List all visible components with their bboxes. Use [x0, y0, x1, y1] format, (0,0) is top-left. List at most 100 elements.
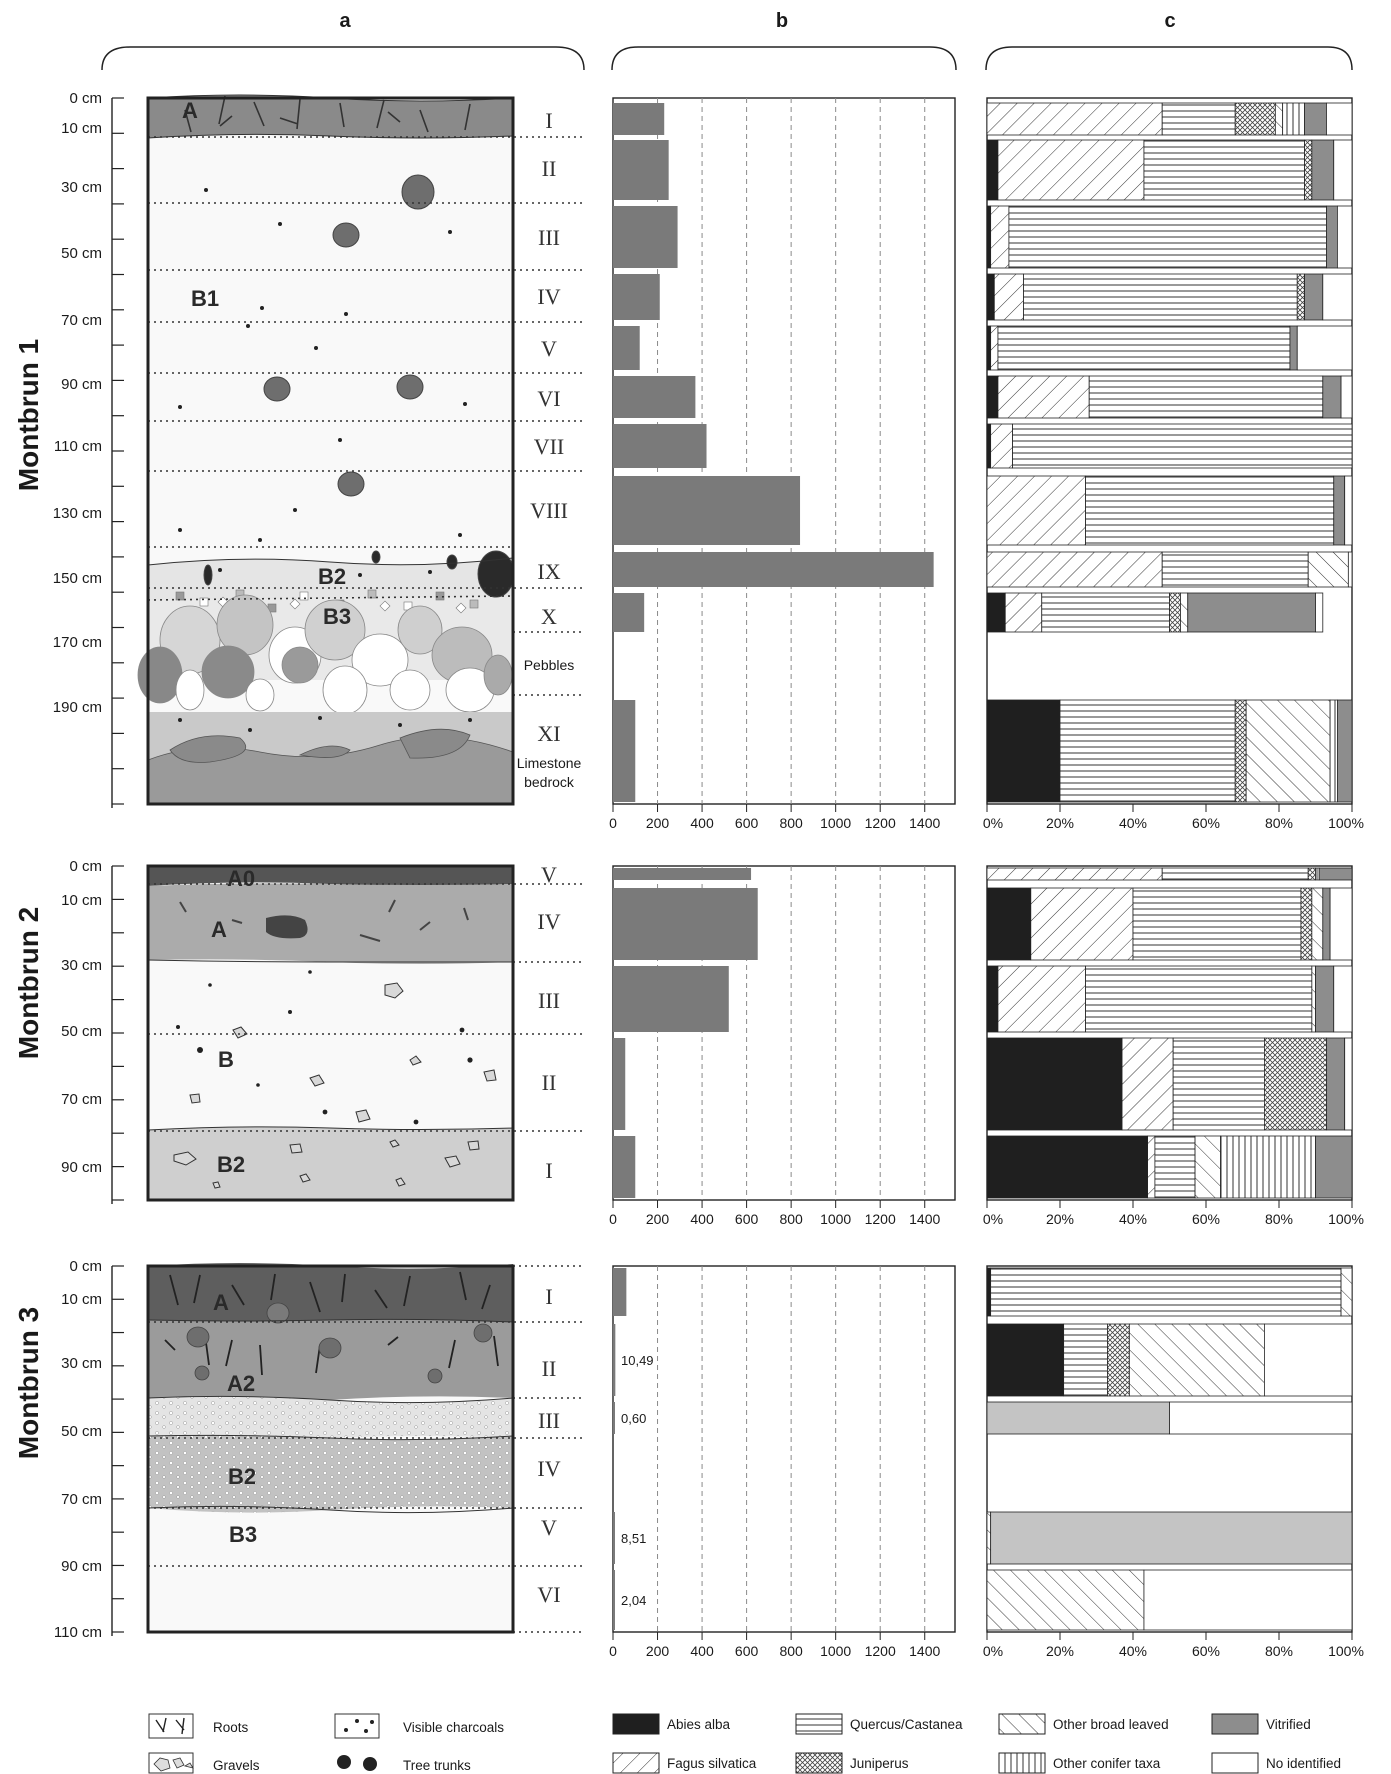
- tick-label: 1400: [909, 1211, 940, 1227]
- count-bar: [613, 274, 660, 320]
- level-label: II: [542, 1070, 557, 1095]
- depth-label: 70 cm: [61, 1491, 102, 1508]
- tick-label: 1000: [820, 815, 851, 831]
- taxa-segment: [1085, 965, 1313, 1033]
- depth-label: 0 cm: [69, 858, 102, 875]
- legend-label-tree-trunks: Tree trunks: [403, 1758, 471, 1773]
- horizon-label: B3: [323, 604, 351, 629]
- tick-label: 1000: [820, 1643, 851, 1659]
- taxa-segment: [986, 273, 995, 321]
- horizon-label: A: [213, 1290, 229, 1315]
- taxa-segment: [1041, 592, 1170, 633]
- taxa-segment: [1340, 375, 1353, 419]
- count-value-label: 8,51: [621, 1531, 646, 1546]
- depth-label: 0 cm: [69, 90, 102, 107]
- count-bar: [613, 1324, 616, 1396]
- tick-label: 1400: [909, 1643, 940, 1659]
- taxa-segment: [1121, 1037, 1174, 1131]
- taxa-segment: [990, 1511, 1353, 1565]
- taxa-segment: [1307, 867, 1316, 881]
- taxa-segment: [990, 205, 1010, 269]
- count-bar: [613, 1268, 627, 1316]
- taxa-segment: [1315, 965, 1335, 1033]
- legend-taxon: Vitrified: [1211, 1713, 1311, 1735]
- level-label: V: [541, 862, 557, 887]
- tick-label: 40%: [1119, 1211, 1147, 1227]
- horizon-label: B3: [229, 1522, 257, 1547]
- profile-2-charcoals: [176, 970, 473, 1125]
- profile-3-horizon-a: [148, 1263, 513, 1324]
- legend: Roots Visible charcoals Gravels Tree tru…: [148, 1713, 1341, 1774]
- tick-label: 60%: [1192, 1643, 1220, 1659]
- horizon-label: B2: [217, 1152, 245, 1177]
- depth-label: 10 cm: [61, 892, 102, 909]
- count-bar: [613, 700, 636, 802]
- tick-label: 100%: [1328, 1211, 1364, 1227]
- profile-2-horizon-a0: [148, 866, 513, 886]
- tick-label: 1000: [820, 1211, 851, 1227]
- taxa-percentage-charts: 0% 20% 40% 60% 80% 100% 0% 20% 40% 60% 80% 100% 0% 20…: [983, 97, 1364, 1659]
- profile-3-horizon-a2: [148, 1319, 513, 1403]
- taxa-segment: [1030, 887, 1134, 961]
- depth-label: 30 cm: [61, 1355, 102, 1372]
- taxa-segment: [1245, 699, 1331, 803]
- taxa-segment: [1180, 592, 1189, 633]
- legend-taxon: Quercus/Castanea: [795, 1713, 963, 1735]
- profile-3-level-boundaries: [148, 1265, 585, 1633]
- legend-label: Abies alba: [667, 1717, 731, 1732]
- taxa-segment: [986, 551, 1163, 588]
- count-chart-3: 10,49 0,60 8,51 2,04 0 200 400 600 800 1000 1200 14…: [609, 1265, 956, 1659]
- count-bar: [613, 476, 801, 545]
- taxa-segment: [1264, 1323, 1353, 1397]
- count-value-label: 10,49: [621, 1353, 654, 1368]
- visible-charcoals-icon: [178, 188, 472, 732]
- taxa-segment: [1012, 423, 1353, 469]
- taxa-segment: [1128, 1323, 1265, 1397]
- count-bar: [613, 206, 678, 268]
- taxa-chart-3: 0% 20% 40% 60% 80% 100%: [983, 1265, 1364, 1659]
- tree-trunks-icon: [203, 174, 515, 598]
- profile-montbrun-1: [137, 94, 585, 806]
- depth-label: 170 cm: [53, 634, 102, 651]
- tick-label: 80%: [1265, 1211, 1293, 1227]
- taxa-segment: [1326, 102, 1353, 136]
- roots-icon: [184, 95, 471, 133]
- horizon-label: B2: [228, 1464, 256, 1489]
- taxa-segment: [1311, 965, 1316, 1033]
- taxa-segment: [1329, 887, 1353, 961]
- level-label: V: [541, 1515, 557, 1540]
- legend-label: No identified: [1266, 1756, 1341, 1771]
- taxa-segment: [1289, 325, 1298, 371]
- taxa-segment: [1264, 1037, 1327, 1131]
- count-bar: [613, 552, 934, 587]
- count-bar: [613, 966, 729, 1032]
- tick-label: 200: [646, 1211, 670, 1227]
- taxa-segment: [1329, 699, 1338, 803]
- taxa-segment: [1322, 887, 1331, 961]
- depth-label: 10 cm: [61, 120, 102, 137]
- tick-label: 80%: [1265, 1643, 1293, 1659]
- taxa-segment: [986, 592, 1006, 633]
- profile-2-gravels: [173, 982, 497, 1189]
- taxa-segment: [1161, 551, 1309, 588]
- legend-gravels: Gravels: [148, 1752, 260, 1774]
- depth-axes: 0 cm 10 cm 30 cm 50 cm 70 cm 90 cm 110 cm 130 c…: [53, 90, 124, 1641]
- column-letter-b: b: [776, 10, 788, 32]
- tick-label: 200: [646, 815, 670, 831]
- horizon-label: A0: [227, 866, 255, 891]
- count-value-label: 0,60: [621, 1411, 646, 1426]
- profile-2-horizon-a: [148, 883, 513, 964]
- taxa-segment: [1304, 102, 1327, 136]
- taxa-segment: [990, 325, 999, 371]
- taxa-segment: [1344, 1037, 1353, 1131]
- profile-montbrun-3: [146, 1263, 585, 1634]
- tick-label: 1200: [865, 1211, 896, 1227]
- profile-2-level-boundaries: [148, 883, 585, 1132]
- tick-label: 0%: [983, 1211, 1003, 1227]
- level-label: IX: [537, 559, 560, 584]
- tick-label: 600: [735, 815, 759, 831]
- legend-taxon: Abies alba: [612, 1713, 731, 1735]
- level-label: II: [542, 156, 557, 181]
- tick-label: 80%: [1265, 815, 1293, 831]
